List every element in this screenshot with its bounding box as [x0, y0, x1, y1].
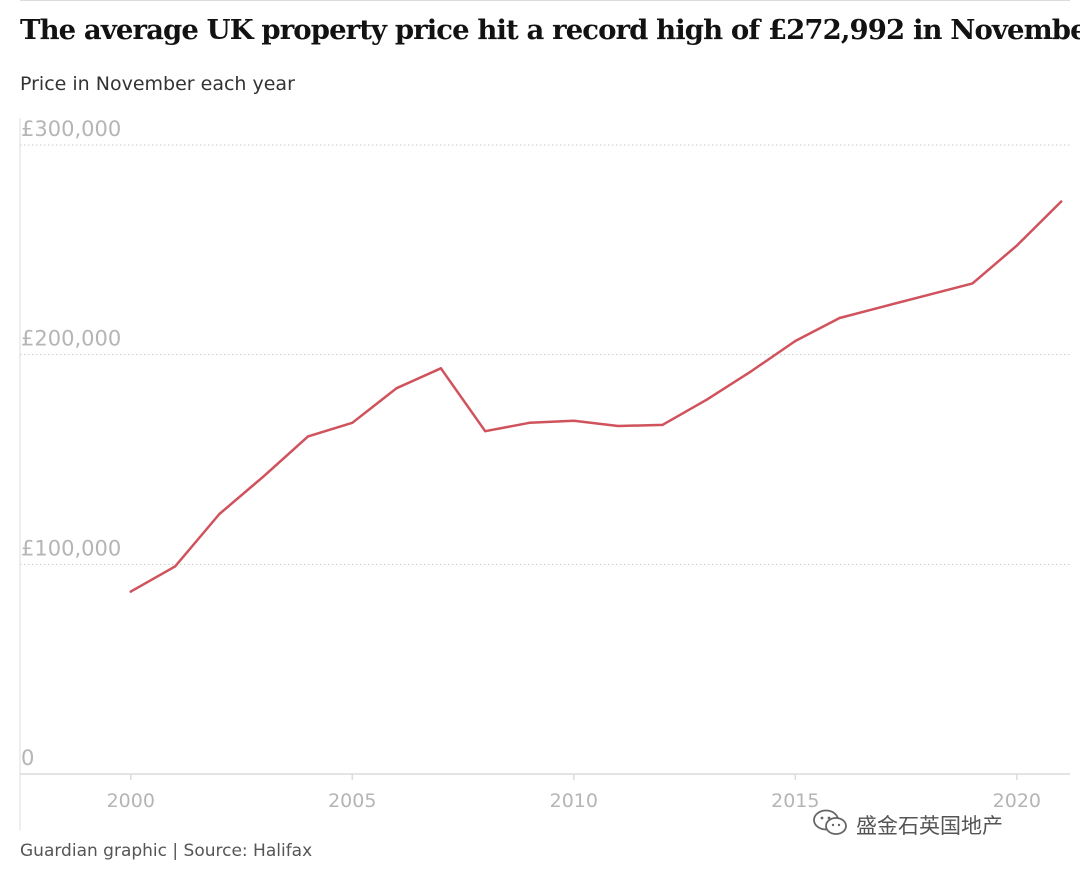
data-point-2002 — [218, 512, 221, 516]
x-tick-label-3: 2015 — [771, 790, 819, 812]
y-tick-label-3: £300,000 — [21, 117, 121, 141]
data-point-2018 — [927, 293, 930, 297]
data-point-2003 — [262, 475, 265, 478]
y-tick-label-2: £200,000 — [21, 327, 121, 351]
wechat-icon — [812, 808, 848, 842]
data-point-2006 — [395, 387, 398, 390]
data-point-2010 — [572, 419, 575, 422]
data-point-2021 — [1059, 200, 1063, 203]
data-point-2015 — [794, 339, 797, 343]
x-tick-label-1: 2005 — [328, 790, 376, 812]
series-layer — [129, 200, 1063, 593]
data-point-2000 — [129, 590, 132, 593]
x-tick-label-0: 2000 — [107, 790, 155, 812]
watermark-text: 盛金石英国地产 — [856, 814, 1003, 838]
x-tick-label-4: 2020 — [993, 790, 1041, 812]
data-point-2008 — [483, 429, 487, 433]
data-point-2014 — [749, 370, 753, 373]
data-point-2013 — [705, 398, 708, 401]
y-tick-label-0: 0 — [21, 746, 34, 770]
data-point-2020 — [1015, 244, 1019, 247]
data-point-2005 — [351, 421, 354, 425]
data-point-2007 — [439, 367, 443, 370]
x-tick-label-2: 2010 — [550, 790, 598, 812]
data-point-2009 — [528, 421, 531, 425]
data-point-2019 — [971, 282, 974, 285]
data-point-2011 — [616, 424, 620, 428]
data-point-2012 — [661, 423, 664, 427]
source-footer: Guardian graphic | Source: Halifax — [20, 841, 313, 861]
data-point-2016 — [838, 316, 841, 320]
top-rule — [20, 0, 1070, 1]
grid-layer — [20, 144, 1070, 565]
data-point-2017 — [882, 305, 886, 308]
chart-subtitle: Price in November each year — [20, 73, 295, 95]
data-point-2004 — [306, 435, 310, 438]
chart-title: The average UK property price hit a reco… — [20, 14, 1080, 46]
data-point-2001 — [173, 565, 177, 568]
y-tick-labels: 0 £100,000 £200,000 £300,000 — [21, 117, 121, 770]
series-line-0 — [129, 200, 1063, 593]
watermark: 盛金石英国地产 — [812, 808, 1003, 842]
x-tick-labels: 2000 2005 2010 2015 2020 — [107, 774, 1041, 812]
y-tick-label-1: £100,000 — [21, 536, 121, 560]
